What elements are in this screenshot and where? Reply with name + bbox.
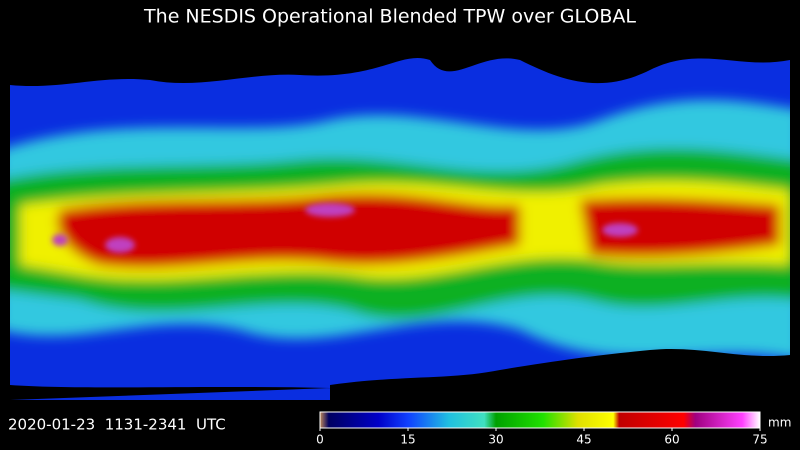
title: The NESDIS Operational Blended TPW over … xyxy=(143,6,636,28)
colorbar-tick-label: 75 xyxy=(752,433,767,447)
colorbar-tick-label: 15 xyxy=(400,433,415,447)
timestamp: 2020-01-23 1131-2341 UTC xyxy=(8,416,226,434)
tpw-map xyxy=(10,35,790,400)
colorbar-tick-label: 45 xyxy=(576,433,591,447)
colorbar-scale xyxy=(319,411,761,429)
colorbar-unit: mm xyxy=(768,416,791,430)
colorbar-tick-label: 30 xyxy=(488,433,503,447)
colorbar-tick-label: 0 xyxy=(316,433,324,447)
colorbar-tick-label: 60 xyxy=(664,433,679,447)
